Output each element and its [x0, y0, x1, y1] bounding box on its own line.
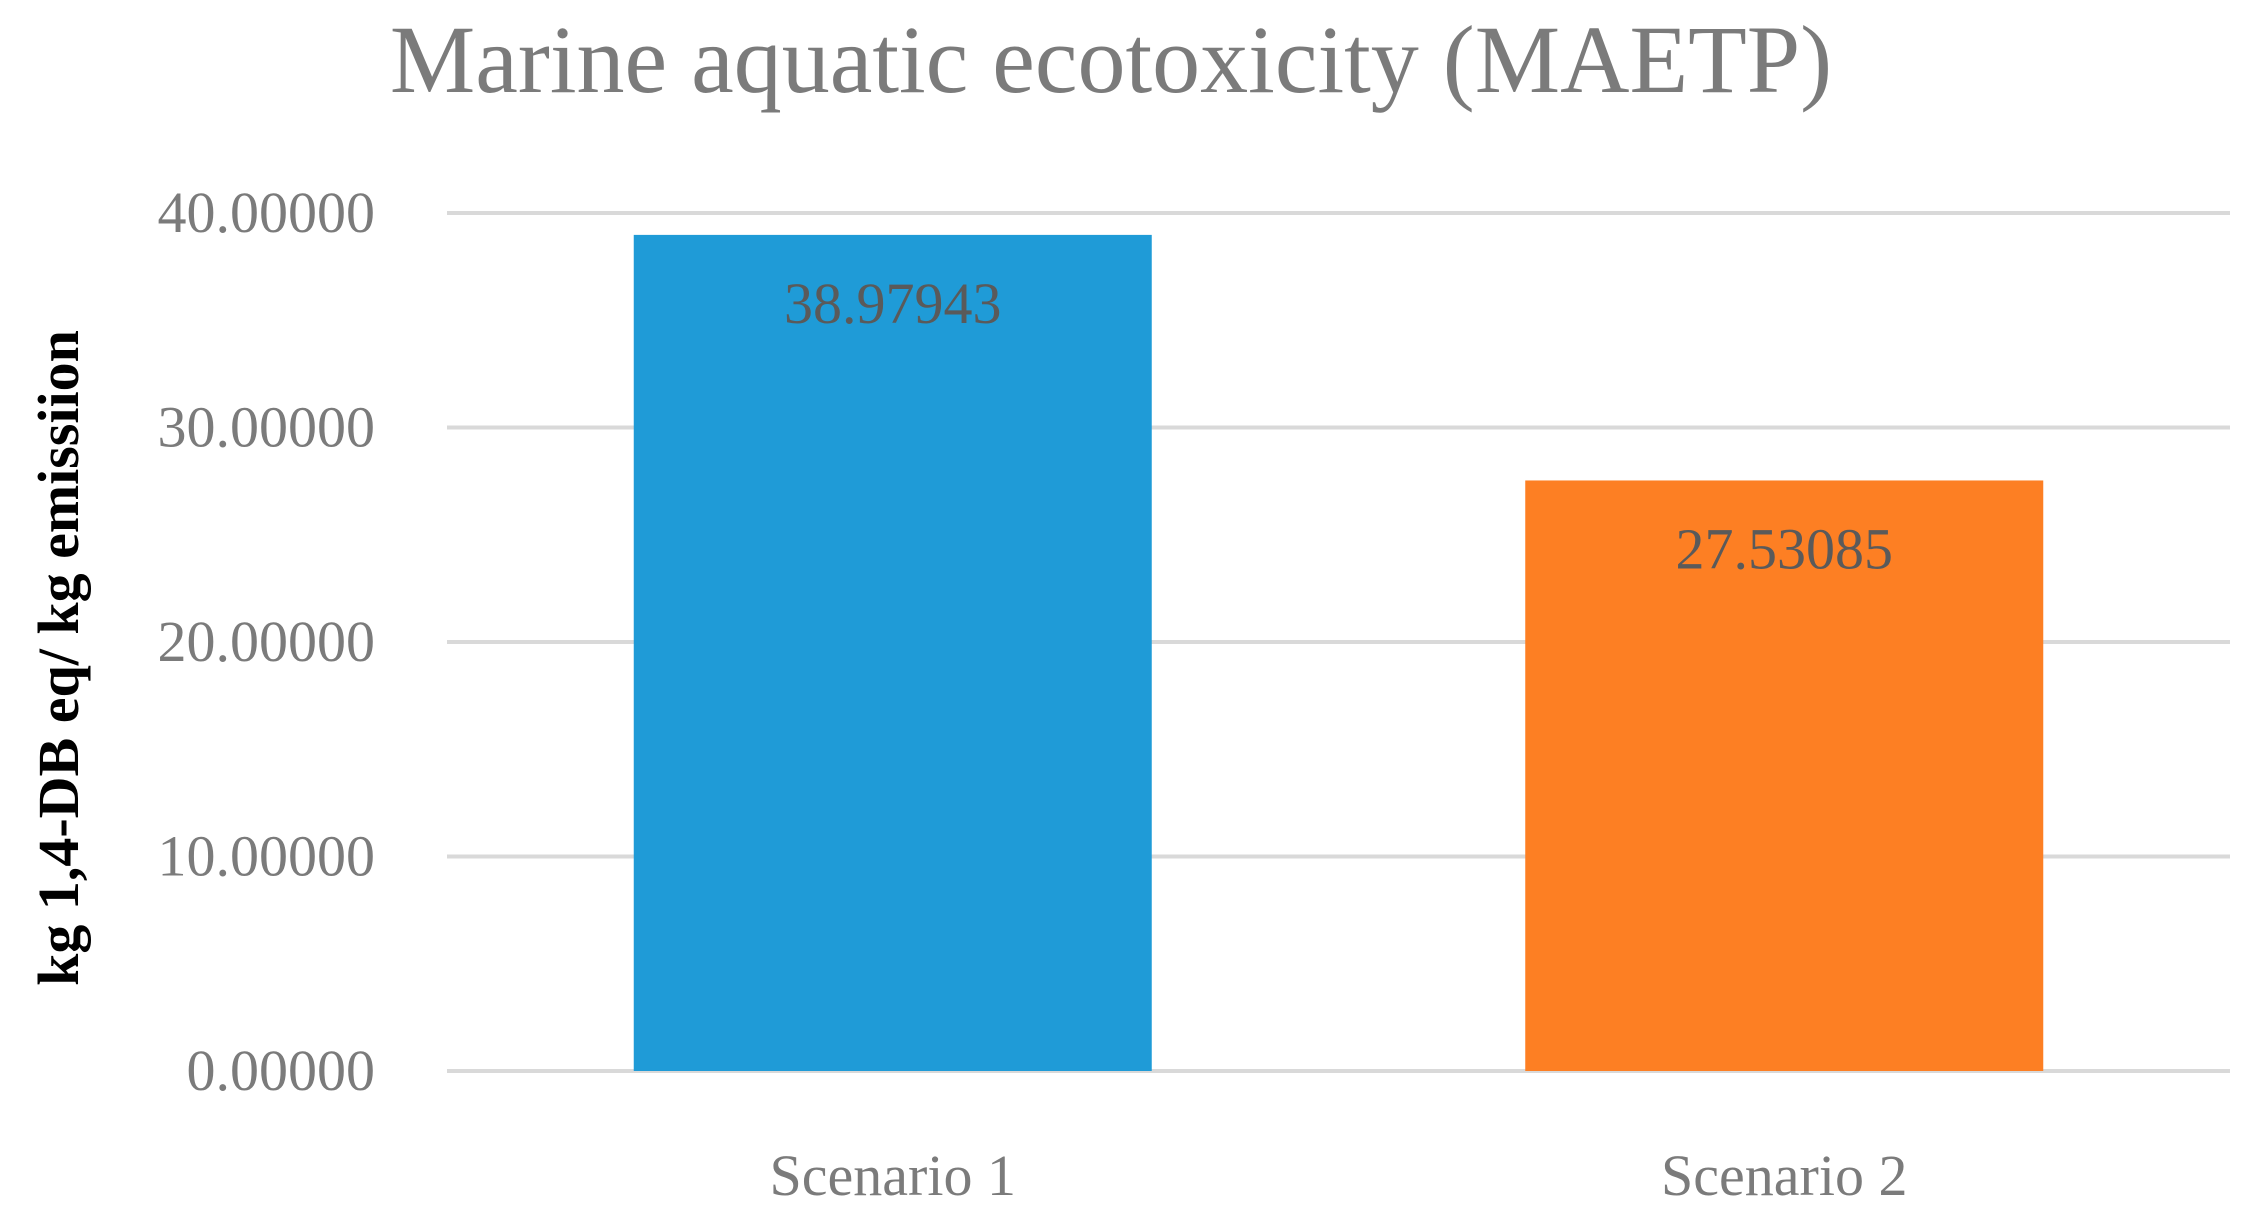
- bar: [633, 234, 1152, 1071]
- y-tick-label: 0.00000: [187, 1038, 376, 1103]
- y-tick-label: 30.00000: [158, 395, 376, 460]
- chart-title: Marine aquatic ecotoxicity (MAETP): [390, 6, 1832, 113]
- y-tick-label: 20.00000: [158, 609, 376, 674]
- data-labels: 38.97943 27.53085: [784, 271, 1893, 582]
- data-label: 38.97943: [784, 271, 1002, 336]
- x-axis-ticks: Scenario 1 Scenario 2: [770, 1143, 1908, 1208]
- y-axis-label: kg 1,4-DB eq/ kg emissiion: [26, 330, 91, 986]
- data-label: 27.53085: [1676, 516, 1894, 581]
- bars: [633, 234, 2044, 1071]
- y-tick-label: 40.00000: [158, 180, 376, 245]
- x-tick-label: Scenario 1: [770, 1143, 1016, 1206]
- y-tick-label: 10.00000: [158, 824, 376, 889]
- y-axis-ticks: 0.00000 10.00000 20.00000 30.00000 40.00000: [158, 180, 376, 1103]
- x-tick-label: Scenario 2: [1661, 1143, 1907, 1206]
- bar: [1525, 480, 2044, 1071]
